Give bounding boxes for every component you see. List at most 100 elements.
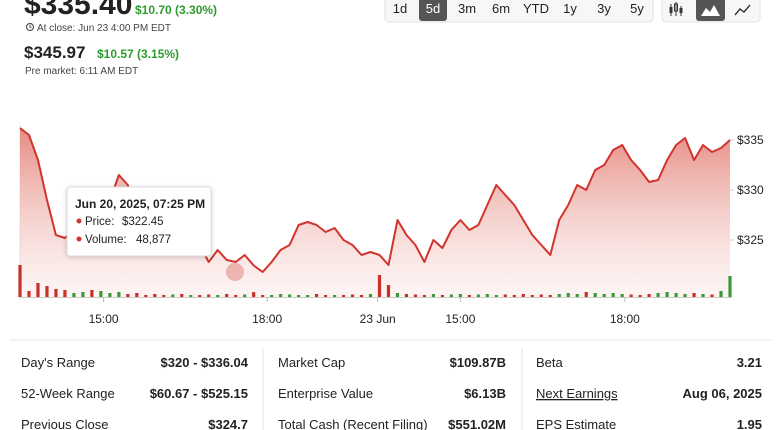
volume-bar — [440, 295, 445, 297]
stat-label: Total Cash (Recent Filing) — [278, 417, 428, 430]
hover-point — [226, 263, 244, 281]
volume-bar — [27, 291, 31, 297]
volume-bar — [539, 294, 543, 297]
stat-label: Day's Range — [21, 355, 95, 370]
y-tick-label: $335 — [737, 133, 764, 147]
stat-label: Previous Close — [21, 417, 108, 430]
stat-label: Market Cap — [278, 355, 345, 370]
volume-bar — [332, 295, 337, 297]
tooltip-price: $322.45 — [122, 216, 164, 228]
volume-bar — [63, 290, 67, 297]
volume-bar — [207, 294, 211, 297]
volume-bar — [36, 283, 40, 297]
volume-bar — [521, 294, 525, 297]
volume-bar — [566, 293, 570, 297]
volume-bar — [144, 295, 148, 297]
x-tick-label: 15:00 — [445, 312, 475, 326]
volume-bar — [431, 294, 436, 297]
volume-bar — [548, 295, 552, 297]
volume-bar — [323, 295, 328, 297]
volume-bar — [81, 292, 85, 297]
volume-bar — [305, 295, 310, 297]
price: $335.40 — [24, 0, 132, 21]
volume-bar — [368, 294, 373, 297]
candle-icon[interactable] — [669, 2, 683, 16]
volume-bar — [710, 294, 714, 297]
volume-bar — [575, 294, 579, 297]
volume-bar — [503, 294, 507, 297]
volume-bar — [198, 295, 202, 297]
volume-bar — [126, 294, 130, 297]
volume-bar — [216, 295, 220, 297]
volume-bar — [476, 294, 480, 297]
clock-icon — [25, 22, 35, 32]
premarket-price: $345.97 — [24, 43, 85, 62]
volume-bar — [297, 295, 301, 297]
volume-bar — [225, 294, 229, 297]
tooltip-price-label: Price: — [85, 216, 114, 228]
volume-bar — [458, 294, 462, 297]
volume-bar — [629, 294, 633, 297]
volume-bar — [261, 295, 265, 297]
volume-bar — [395, 293, 400, 297]
x-tick-label: 15:00 — [89, 312, 119, 326]
volume-bar — [252, 292, 256, 297]
volume-bar — [162, 295, 166, 297]
volume-bar — [153, 294, 157, 297]
tooltip-date: Jun 20, 2025, 07:25 PM — [75, 197, 205, 211]
volume-bar — [602, 294, 606, 297]
volume-bar — [54, 289, 58, 297]
volume-bar — [728, 276, 732, 297]
range-group — [384, 0, 654, 23]
range-button[interactable]: YTD — [523, 1, 549, 16]
volume-bar — [656, 293, 660, 297]
stat-label[interactable]: EPS Estimate — [536, 417, 616, 430]
range-button[interactable]: 1y — [563, 1, 577, 16]
stat-label: Beta — [536, 355, 564, 370]
tooltip — [66, 186, 212, 257]
volume-bar — [692, 293, 696, 297]
volume-bar — [683, 294, 687, 297]
volume-bar — [234, 295, 238, 297]
range-button[interactable]: 3y — [597, 1, 611, 16]
stat-label: 52-Week Range — [21, 386, 115, 401]
volume-bar — [72, 293, 76, 297]
volume-bar — [45, 286, 49, 297]
volume-bar — [665, 292, 669, 297]
stat-value: $60.67 - $525.15 — [150, 386, 248, 401]
stat-label: Enterprise Value — [278, 386, 373, 401]
line-icon[interactable] — [734, 4, 751, 16]
volume-bar — [341, 295, 346, 297]
stat-value: $109.87B — [450, 355, 506, 370]
volume-bar — [189, 295, 193, 297]
volume-bar — [719, 291, 723, 297]
x-tick-label: 23 Jun — [360, 312, 396, 326]
volume-bar — [512, 295, 516, 297]
volume-bar — [422, 295, 427, 297]
premarket-change: $10.57 (3.15%) — [97, 47, 179, 61]
area-icon-active[interactable] — [696, 0, 725, 21]
stat-value: Aug 06, 2025 — [683, 386, 763, 401]
range-button[interactable]: 5y — [630, 1, 644, 16]
range-button-active[interactable] — [419, 0, 447, 21]
range-button[interactable]: 1d — [393, 1, 407, 16]
volume-bar — [620, 294, 624, 297]
volume-bar — [314, 294, 319, 297]
stat-value: 1.95 — [737, 417, 762, 430]
volume-bar — [530, 295, 534, 297]
stat-label[interactable]: Next Earnings — [536, 386, 618, 401]
stat-value: $324.7 — [208, 417, 248, 430]
stat-value: $6.13B — [464, 386, 506, 401]
y-tick-label: $325 — [737, 233, 764, 247]
range-button[interactable]: 5d — [426, 1, 440, 16]
volume-bar — [494, 295, 498, 297]
volume-bar — [279, 294, 283, 297]
volume-bar — [270, 295, 274, 297]
volume-bar — [467, 295, 471, 297]
volume-bar — [485, 294, 489, 297]
volume-bar — [386, 285, 391, 297]
range-button[interactable]: 3m — [458, 1, 476, 16]
volume-bar — [108, 293, 112, 297]
range-button[interactable]: 6m — [492, 1, 510, 16]
